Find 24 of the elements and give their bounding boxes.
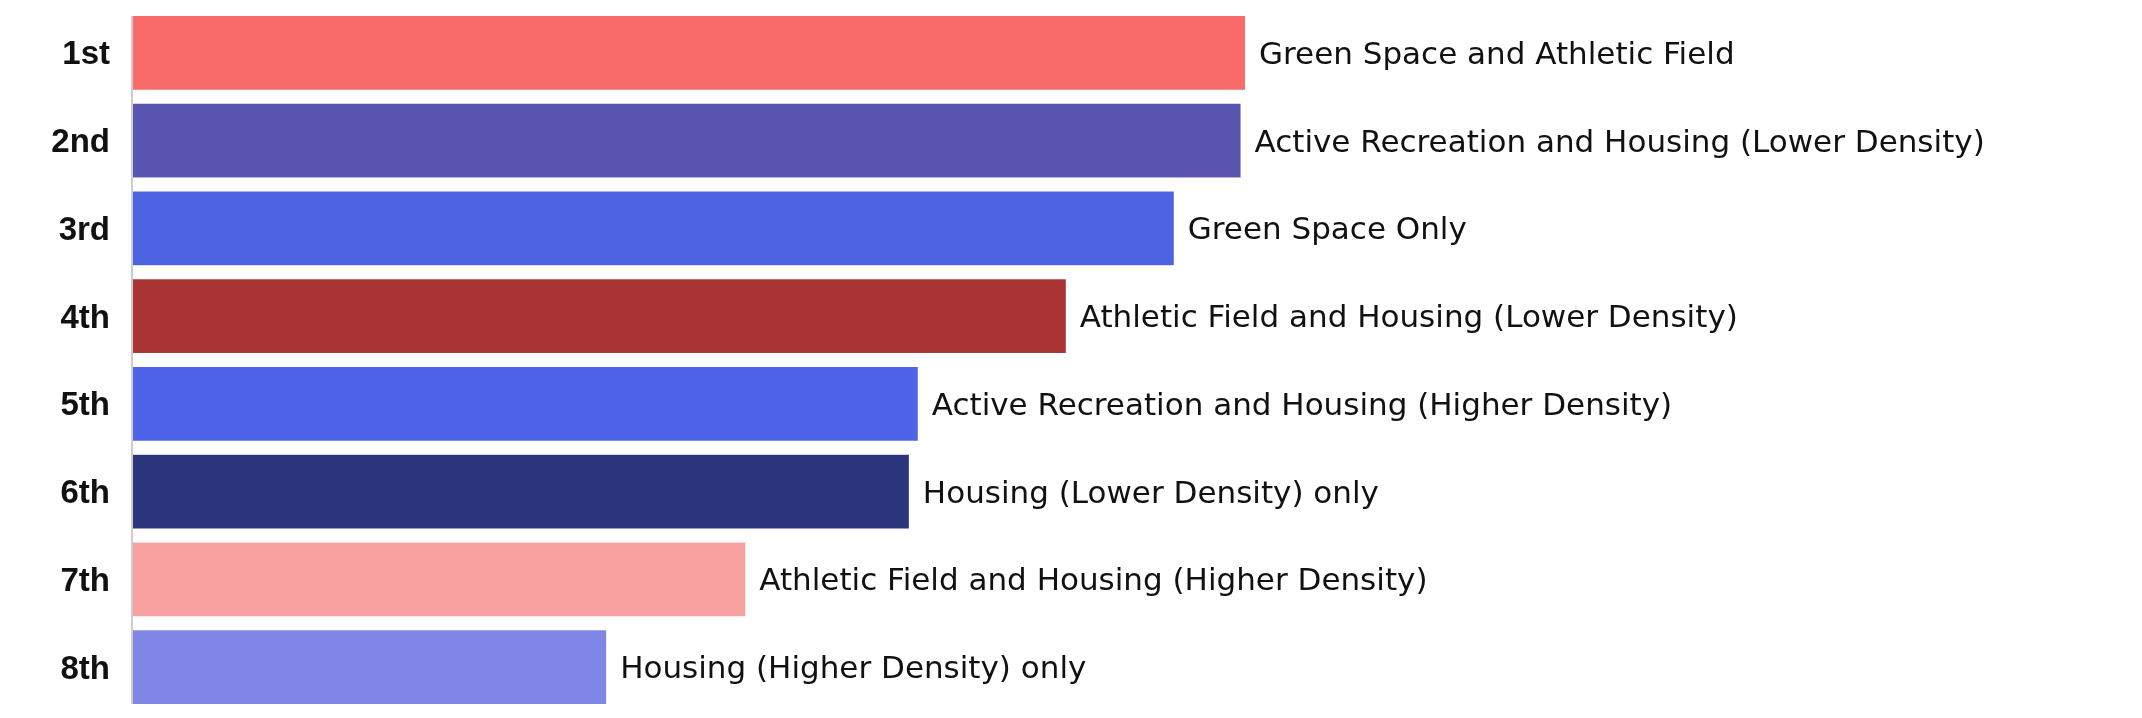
y-tick-label: 4th (60, 297, 110, 335)
bar (132, 454, 909, 529)
y-tick-label: 1st (62, 34, 110, 72)
annotation: Green Space Only (1187, 210, 1467, 247)
bar (132, 367, 918, 441)
annotation: Housing (Higher Density) only (620, 649, 1087, 686)
y-tick-label: 6th (60, 473, 110, 511)
y-tick-label: 5th (60, 385, 110, 423)
y-tick-label: 2nd (51, 122, 110, 160)
annotation: Housing (Lower Density) only (922, 473, 1379, 510)
annotation: Athletic Field and Housing (Lower Density) (1079, 298, 1738, 335)
bar (132, 542, 746, 617)
y-tick-label: 7th (60, 560, 110, 598)
bar (132, 16, 1245, 90)
annotation: Athletic Field and Housing (Higher Density) (759, 561, 1428, 598)
y-tick-label: 3rd (58, 209, 110, 247)
bar (132, 630, 607, 704)
bar (132, 279, 1066, 353)
y-tick-label: 8th (60, 648, 110, 686)
bar (132, 103, 1241, 178)
annotation: Active Recreation and Housing (Higher Density) (931, 385, 1673, 422)
annotation: Green Space and Athletic Field (1259, 34, 1735, 71)
bar (132, 191, 1174, 266)
annotation: Active Recreation and Housing (Lower Density) (1254, 122, 1985, 159)
